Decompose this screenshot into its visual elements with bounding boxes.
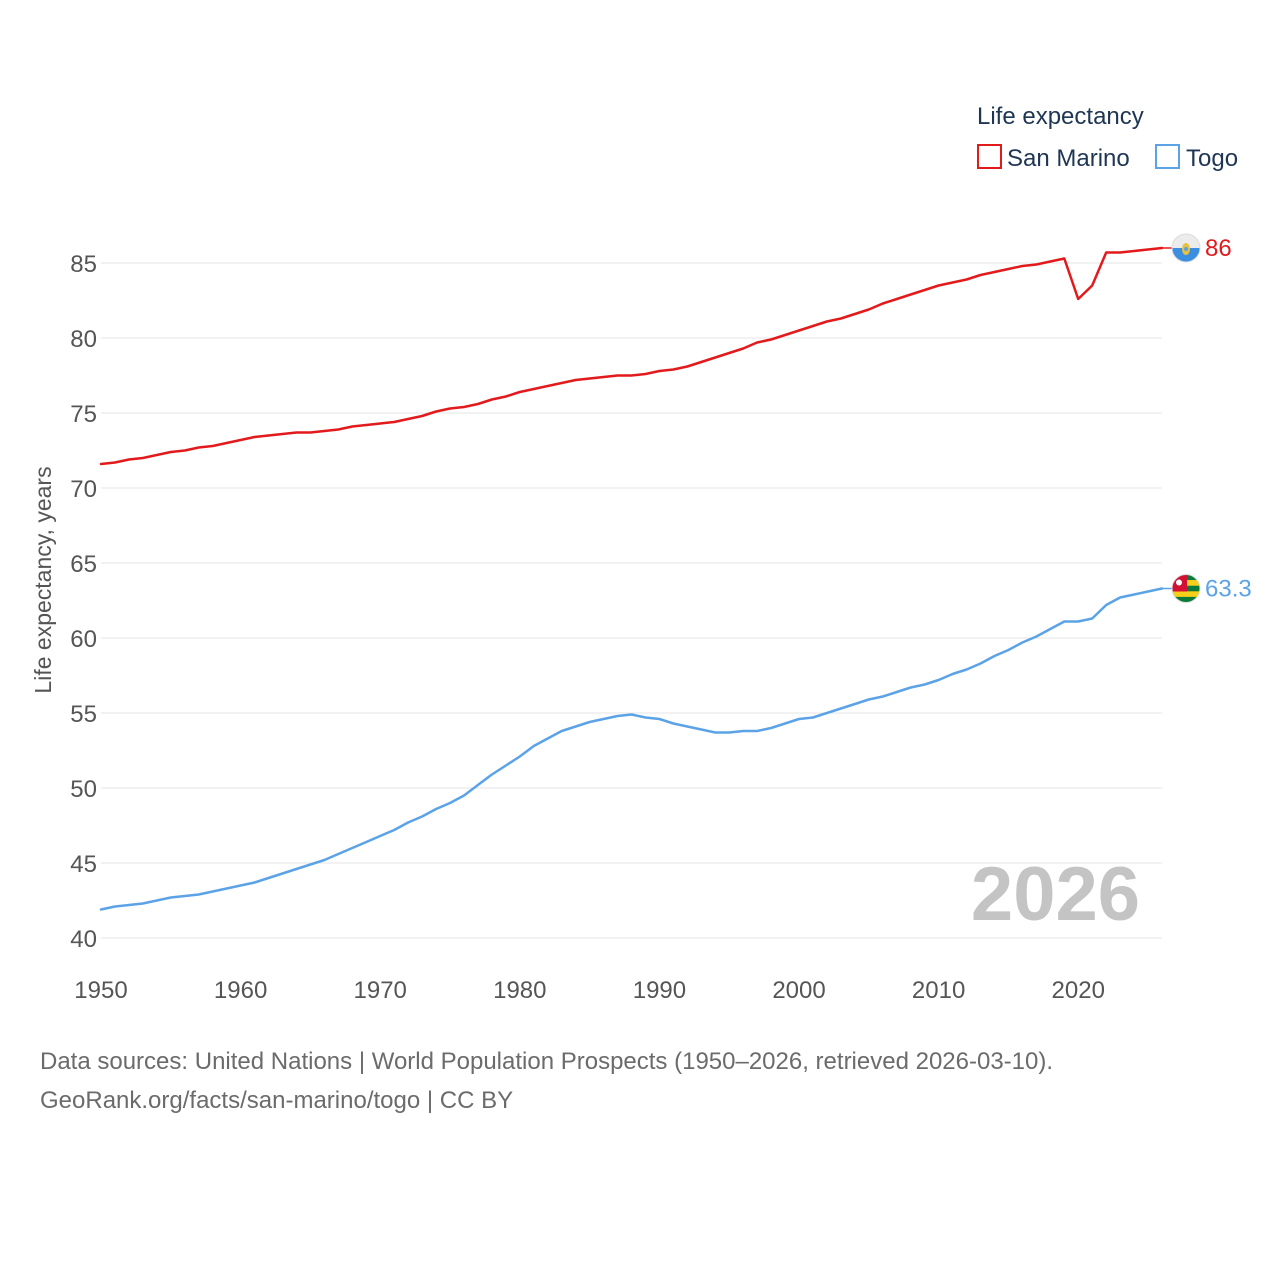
y-tick-label: 60 [70,626,97,653]
x-tick-label: 2010 [912,977,965,1004]
legend-swatch-togo [1155,144,1180,169]
legend-swatch-san-marino [977,144,1002,169]
y-tick-label: 45 [70,851,97,878]
y-tick-label: 75 [70,401,97,428]
y-axis-ticks: 40 45 50 55 60 65 70 75 80 85 [70,251,97,953]
legend-label-san-marino: San Marino [1007,145,1130,172]
y-tick-label: 80 [70,326,97,353]
series-lines [99,246,1164,911]
series-line-togo[interactable] [99,587,1164,911]
series-line-san-marino[interactable] [99,246,1164,466]
y-tick-label: 55 [70,701,97,728]
source-note: Data sources: United Nations | World Pop… [40,1048,1053,1075]
legend-item-san-marino[interactable]: San Marino [977,144,1130,172]
legend-title: Life expectancy [977,103,1144,130]
y-tick-label: 40 [70,926,97,953]
y-tick-label: 50 [70,776,97,803]
gridlines [101,262,1162,939]
end-value-san-marino: 86 [1205,235,1232,262]
x-tick-label: 1990 [633,977,686,1004]
san-marino-flag-icon [1171,233,1201,263]
legend-label-togo: Togo [1186,145,1238,172]
x-axis-ticks: 1950 1960 1970 1980 1990 2000 2010 2020 [74,977,1105,1004]
y-tick-label: 65 [70,551,97,578]
series-end-labels: 86 63.3 [1162,233,1252,603]
x-tick-label: 2020 [1052,977,1105,1004]
togo-flag-icon [1171,574,1201,603]
y-axis-label: Life expectancy, years [30,466,56,693]
y-tick-label: 70 [70,476,97,503]
source-link[interactable]: GeoRank.org/facts/san-marino/togo | CC B… [40,1087,513,1114]
y-tick-label: 85 [70,251,97,278]
end-value-togo: 63.3 [1205,576,1252,603]
x-tick-label: 1960 [214,977,267,1004]
x-tick-label: 2000 [772,977,825,1004]
x-tick-label: 1950 [74,977,127,1004]
year-watermark: 2026 [971,852,1140,937]
legend: Life expectancy San Marino Togo [977,103,1238,172]
x-tick-label: 1980 [493,977,546,1004]
x-tick-label: 1970 [354,977,407,1004]
legend-item-togo[interactable]: Togo [1155,144,1238,172]
